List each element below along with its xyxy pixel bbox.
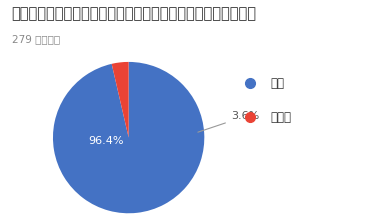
Text: はい: はい (270, 77, 284, 90)
Text: 3.6%: 3.6% (198, 111, 259, 132)
Text: 96.4%: 96.4% (88, 136, 124, 146)
Wedge shape (112, 62, 129, 138)
Text: 279 件の回答: 279 件の回答 (12, 34, 60, 45)
Text: 社会人になったらパソコンを使う機会が増えると思いますか？: 社会人になったらパソコンを使う機会が増えると思いますか？ (12, 6, 257, 22)
Text: いいえ: いいえ (270, 111, 291, 124)
Wedge shape (53, 62, 204, 213)
